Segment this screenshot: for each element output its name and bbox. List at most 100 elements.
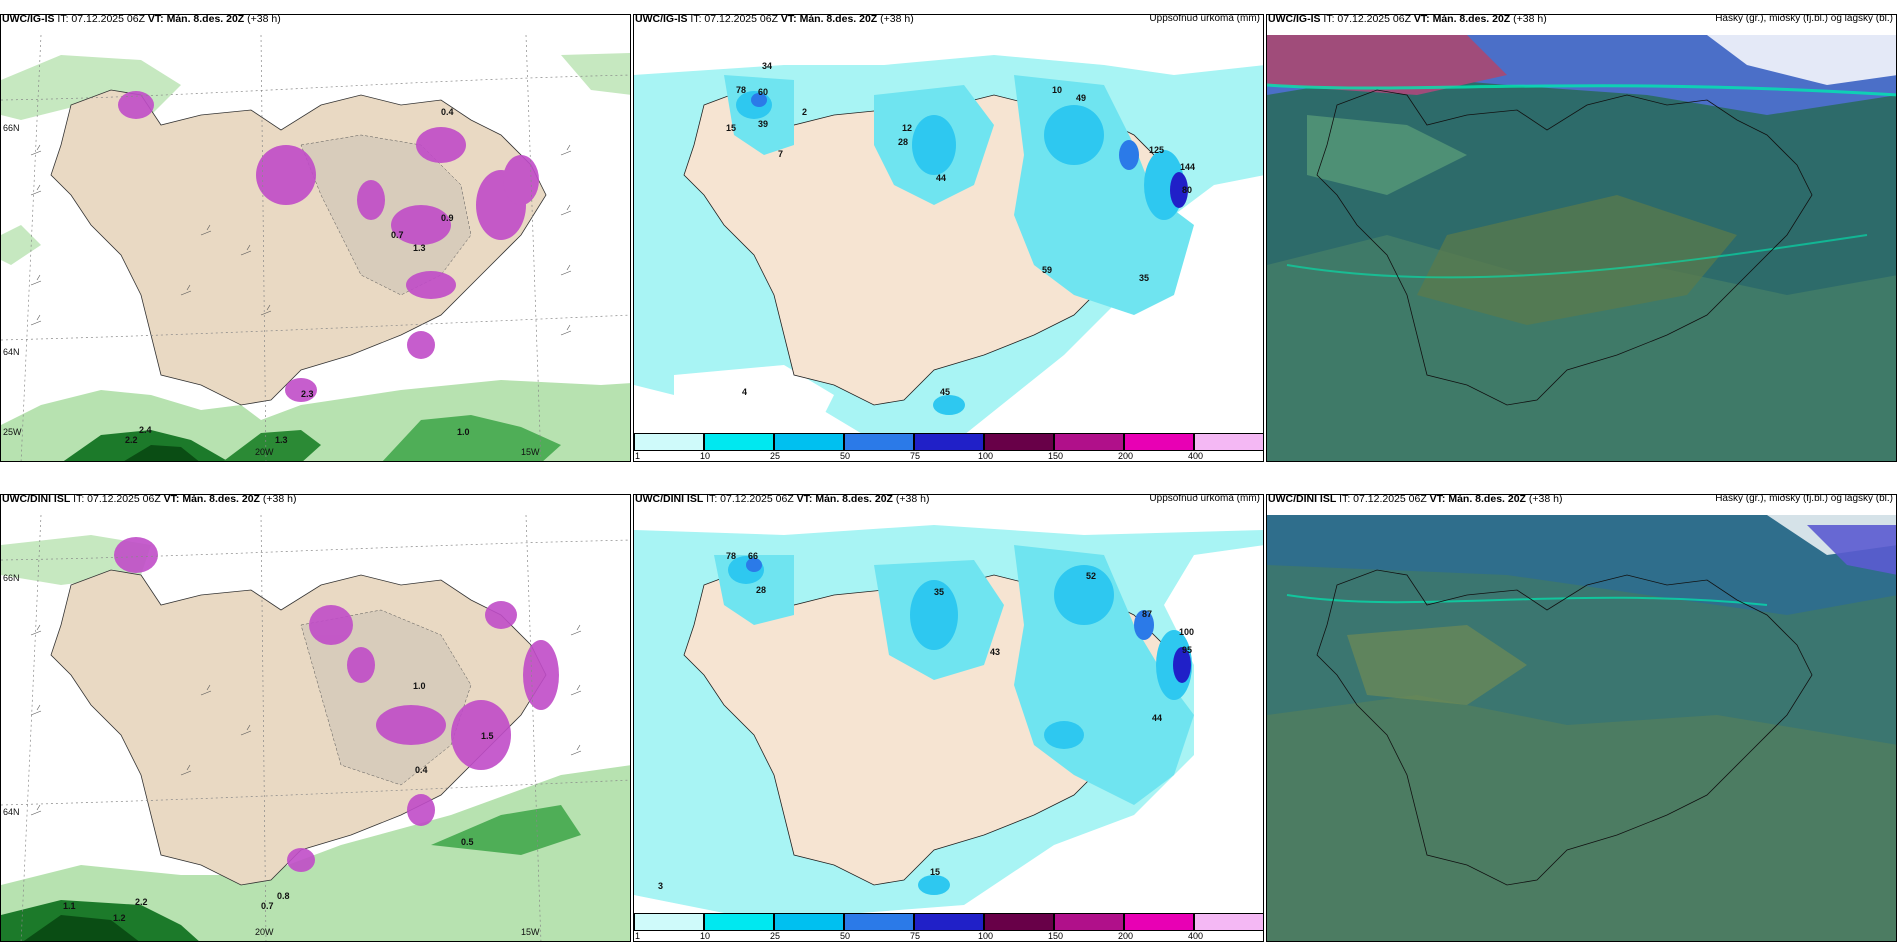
panel-title: UWC/IG-IS IT: 07.12.2025 06Z VT: Mán. 8.… — [2, 14, 281, 25]
panel-igis-wind: UWC/IG-IS IT: 07.12.2025 06Z VT: Mán. 8.… — [0, 14, 631, 462]
precip-value: 125 — [1149, 145, 1165, 155]
wind-value: 0.9 — [441, 213, 454, 223]
panel-subtitle: Uppsöfnuð úrkoma (mm) — [1149, 14, 1260, 24]
cloud-map — [1267, 35, 1896, 461]
lon-label: 20W — [255, 447, 274, 457]
wind-value: 2.2 — [135, 897, 148, 907]
precip-value: 10 — [1052, 85, 1063, 95]
cloud-map — [1267, 515, 1896, 941]
colorbar-cell — [634, 913, 704, 931]
colorbar-cell — [704, 433, 774, 451]
wind-value: 0.7 — [261, 901, 274, 911]
panel-title: UWC/DINI ISL IT: 07.12.2025 06Z VT: Mán.… — [2, 494, 297, 505]
precip-value: 52 — [1086, 571, 1097, 581]
colorbar-tick: 10 — [700, 931, 711, 941]
precip-value: 80 — [1182, 185, 1193, 195]
colorbar-cell — [1194, 433, 1263, 451]
wind-value: 1.1 — [63, 901, 76, 911]
colorbar-tick: 200 — [1118, 931, 1134, 941]
wind-value: 0.4 — [415, 765, 428, 775]
precip-value: 43 — [990, 647, 1001, 657]
panel-title: UWC/DINI ISL IT: 07.12.2025 06Z VT: Mán.… — [635, 494, 930, 505]
colorbar-tick: 100 — [978, 931, 994, 941]
precip-value: 28 — [756, 585, 767, 595]
precip-value: 7 — [778, 149, 784, 159]
wind-value: 1.2 — [113, 913, 126, 923]
panel-title: UWC/IG-IS IT: 07.12.2025 06Z VT: Mán. 8.… — [635, 14, 914, 25]
panel-igis-precip: UWC/IG-IS IT: 07.12.2025 06Z VT: Mán. 8.… — [633, 14, 1264, 462]
wind-map — [1, 515, 630, 941]
precip-value: 45 — [940, 387, 951, 397]
lat-label: 66N — [3, 123, 20, 133]
colorbar-cell — [914, 913, 984, 931]
colorbar-tick: 25 — [770, 931, 781, 941]
panel-subtitle: Háský (gr.), miðský (fj.bl.) og lágský (… — [1715, 494, 1893, 504]
colorbar-cell — [984, 913, 1054, 931]
panel-dini-wind: UWC/DINI ISL IT: 07.12.2025 06Z VT: Mán.… — [0, 494, 631, 942]
precip-value: 78 — [726, 551, 737, 561]
precip-map — [634, 515, 1263, 915]
colorbar-cell — [1194, 913, 1263, 931]
precip-value: 28 — [898, 137, 909, 147]
precip-value: 12 — [902, 123, 913, 133]
colorbar-cell — [774, 433, 844, 451]
precip-value: 59 — [1042, 265, 1053, 275]
colorbar-cell — [1124, 913, 1194, 931]
wind-value: 0.8 — [277, 891, 290, 901]
lon-label: 15W — [521, 447, 540, 457]
colorbar-tick: 1 — [635, 931, 641, 941]
lon-label: 15W — [521, 927, 540, 937]
panel-subtitle: Uppsöfnuð úrkoma (mm) — [1149, 494, 1260, 504]
precip-value: 2 — [802, 107, 808, 117]
lat-label: 66N — [3, 573, 20, 583]
wind-value: 2.3 — [301, 389, 314, 399]
colorbar-tick: 400 — [1188, 451, 1204, 461]
colorbar-tick: 50 — [840, 451, 851, 461]
precip-value: 35 — [934, 587, 945, 597]
precip-value: 144 — [1180, 162, 1196, 172]
wind-value: 1.5 — [481, 731, 494, 741]
colorbar-tick: 200 — [1118, 451, 1134, 461]
wind-value: 2.2 — [125, 435, 138, 445]
colorbar-tick: 50 — [840, 931, 851, 941]
precip-value: 15 — [726, 123, 737, 133]
precip-value: 100 — [1179, 627, 1195, 637]
colorbar-cell — [844, 433, 914, 451]
colorbar-cell — [984, 433, 1054, 451]
wind-value: 1.0 — [413, 681, 426, 691]
colorbar-tick: 100 — [978, 451, 994, 461]
colorbar-cell — [1054, 913, 1124, 931]
precip-value: 44 — [936, 173, 947, 183]
precip-value: 78 — [736, 85, 747, 95]
lat-label: 64N — [3, 347, 20, 357]
precip-value: 66 — [748, 551, 759, 561]
panel-title: UWC/IG-IS IT: 07.12.2025 06Z VT: Mán. 8.… — [1268, 14, 1547, 25]
precip-value: 35 — [1139, 273, 1150, 283]
colorbar-tick: 25 — [770, 451, 781, 461]
wind-value: 2.4 — [139, 425, 152, 435]
colorbar-cell — [1124, 433, 1194, 451]
wind-map — [1, 35, 630, 461]
precip-value: 39 — [758, 119, 769, 129]
colorbar-cell — [844, 913, 914, 931]
panel-title: UWC/DINI ISL IT: 07.12.2025 06Z VT: Mán.… — [1268, 494, 1563, 505]
edge-label: 25W — [3, 427, 22, 437]
precip-value: 87 — [1142, 609, 1153, 619]
precip-colorbar: 1 10 25 50 75 100 150 200 400 — [634, 433, 1263, 461]
wind-value: 0.4 — [441, 107, 454, 117]
wind-value: 0.5 — [461, 837, 474, 847]
colorbar-tick: 10 — [700, 451, 711, 461]
wind-value: 1.3 — [413, 243, 426, 253]
panel-dini-precip: UWC/DINI ISL IT: 07.12.2025 06Z VT: Mán.… — [633, 494, 1264, 942]
colorbar-tick: 75 — [910, 451, 921, 461]
lon-label: 20W — [255, 927, 274, 937]
colorbar-tick: 75 — [910, 931, 921, 941]
panel-dini-cloud: UWC/DINI ISL IT: 07.12.2025 06Z VT: Mán.… — [1266, 494, 1897, 942]
precip-value: 3 — [658, 881, 664, 891]
colorbar-cell — [1054, 433, 1124, 451]
precip-colorbar: 1 10 25 50 75 100 150 200 400 — [634, 913, 1263, 941]
colorbar-tick: 150 — [1048, 451, 1064, 461]
panel-subtitle: Háský (gr.), miðský (fj.bl.) og lágský (… — [1715, 14, 1893, 24]
colorbar-tick: 1 — [635, 451, 641, 461]
colorbar-cell — [774, 913, 844, 931]
